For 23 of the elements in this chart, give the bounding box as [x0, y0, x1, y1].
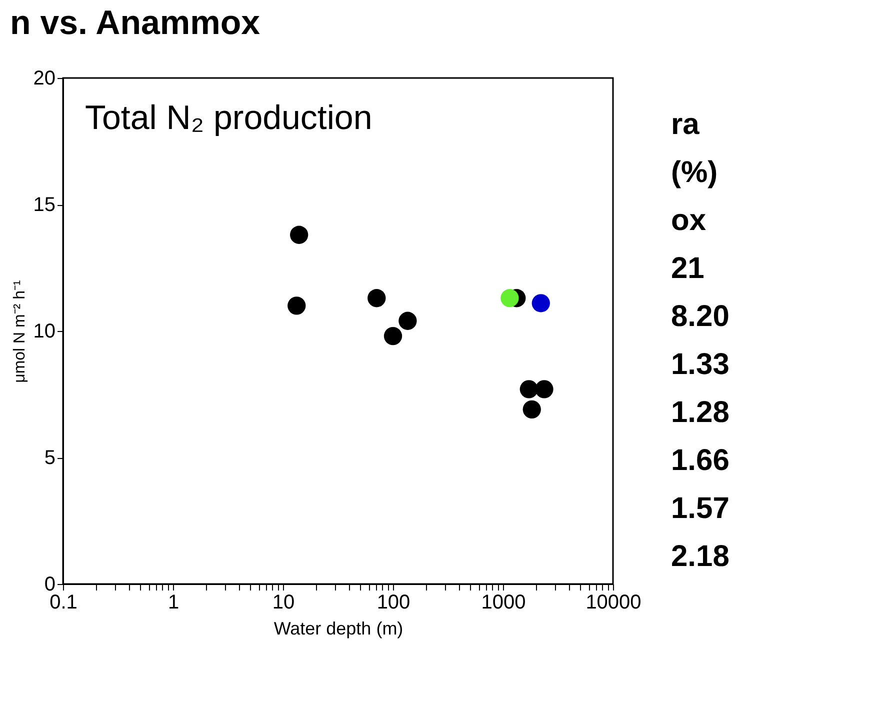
y-tick-label: 5 — [44, 447, 56, 469]
x-tick-label: 10 — [272, 592, 295, 614]
text: (%) — [671, 156, 719, 190]
x-tick-label: 100 — [376, 592, 410, 614]
x-tick-label: 10000 — [586, 592, 642, 614]
text: 8.20 — [671, 300, 730, 334]
x-tick-label: 1000 — [481, 592, 526, 614]
text: 1.33 — [671, 348, 730, 382]
text: 1.28 — [671, 396, 730, 430]
y-tick-label: 15 — [33, 194, 56, 216]
y-tick-label: 20 — [33, 68, 56, 90]
x-tick-label: 1 — [168, 592, 180, 614]
text: Total N₂ production — [85, 99, 372, 137]
x-axis-title: Water depth (m) — [274, 618, 404, 638]
text: ox — [671, 204, 708, 238]
text: 1.66 — [671, 444, 730, 478]
text: 1.57 — [671, 492, 730, 526]
text: n vs. Anammox — [9, 3, 262, 44]
y-axis-title: μmol N m⁻² h⁻¹ — [11, 280, 28, 383]
text: ra — [671, 108, 700, 142]
y-tick-label: 10 — [33, 320, 56, 342]
text: 2.18 — [671, 540, 730, 574]
text: 21 — [671, 252, 706, 286]
